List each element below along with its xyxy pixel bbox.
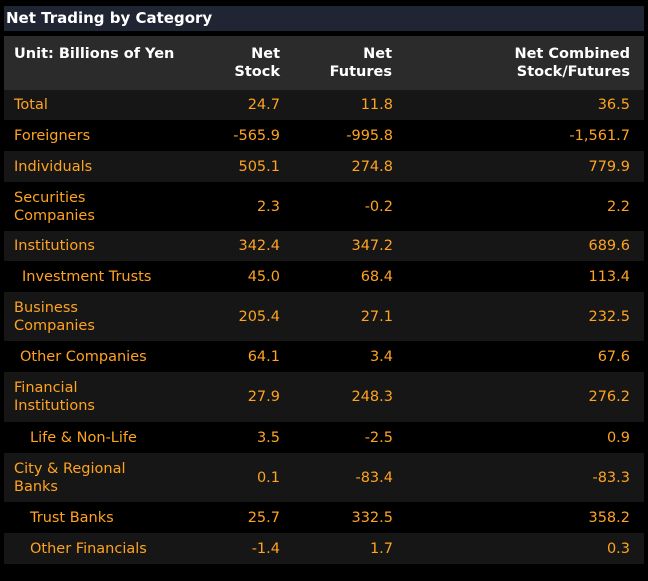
net-stock-value: 64.1	[200, 341, 284, 372]
table-row: Life & Non-Life 3.5 -2.5 0.9	[4, 422, 644, 453]
net-futures-value: 332.5	[284, 502, 397, 533]
panel-title: Net Trading by Category	[6, 9, 213, 27]
table-row: Individuals 505.1 274.8 779.9	[4, 151, 644, 182]
net-futures-value: -995.8	[284, 120, 397, 151]
row-label: Life & Non-Life	[4, 422, 200, 453]
net-stock-value: -1.4	[200, 533, 284, 564]
net-combined-value: 0.3	[397, 533, 644, 564]
table-row: City & Regional Banks 0.1 -83.4 -83.3	[4, 453, 644, 502]
net-stock-value: 27.9	[200, 372, 284, 422]
table-row: Total 24.7 11.8 36.5	[4, 90, 644, 120]
table-row: Financial Institutions 27.9 248.3 276.2	[4, 372, 644, 422]
net-combined-value: 779.9	[397, 151, 644, 182]
net-stock-value: -565.9	[200, 120, 284, 151]
net-futures-value: -83.4	[284, 453, 397, 502]
net-combined-value: 2.2	[397, 182, 644, 231]
header-net-stock: Net Stock	[234, 46, 280, 80]
net-combined-value: 358.2	[397, 502, 644, 533]
row-label: City & Regional Banks	[4, 453, 200, 502]
row-label: Total	[4, 90, 200, 120]
net-combined-value: 67.6	[397, 341, 644, 372]
net-stock-value: 45.0	[200, 261, 284, 292]
table-row: Institutions 342.4 347.2 689.6	[4, 231, 644, 261]
panel-title-bar: Net Trading by Category	[4, 6, 644, 31]
net-stock-value: 24.7	[200, 90, 284, 120]
net-combined-value: 113.4	[397, 261, 644, 292]
table-row: Other Financials -1.4 1.7 0.3	[4, 533, 644, 564]
net-stock-value: 25.7	[200, 502, 284, 533]
row-label: Other Companies	[4, 341, 200, 372]
row-label: Institutions	[4, 231, 200, 261]
net-stock-value: 3.5	[200, 422, 284, 453]
row-label: Individuals	[4, 151, 200, 182]
net-combined-value: 36.5	[397, 90, 644, 120]
net-stock-value: 342.4	[200, 231, 284, 261]
table-row: Securities Companies 2.3 -0.2 2.2	[4, 182, 644, 231]
row-label: Financial Institutions	[4, 372, 200, 422]
net-combined-value: 0.9	[397, 422, 644, 453]
header-unit-label: Unit: Billions of Yen	[14, 46, 175, 62]
net-futures-value: 1.7	[284, 533, 397, 564]
net-trading-table: Total 24.7 11.8 36.5 Foreigners -565.9 -…	[4, 90, 644, 564]
header-net-combined: Net Combined Stock/Futures	[514, 46, 630, 80]
net-combined-value: -83.3	[397, 453, 644, 502]
net-futures-value: -0.2	[284, 182, 397, 231]
table-row: Trust Banks 25.7 332.5 358.2	[4, 502, 644, 533]
net-futures-value: 68.4	[284, 261, 397, 292]
table-row: Investment Trusts 45.0 68.4 113.4	[4, 261, 644, 292]
net-futures-value: 27.1	[284, 292, 397, 341]
net-futures-value: 3.4	[284, 341, 397, 372]
header-net-futures: Net Futures	[329, 46, 392, 80]
net-stock-value: 505.1	[200, 151, 284, 182]
row-label: Foreigners	[4, 120, 200, 151]
row-label: Investment Trusts	[4, 261, 200, 292]
row-label: Other Financials	[4, 533, 200, 564]
net-combined-value: 689.6	[397, 231, 644, 261]
row-label: Securities Companies	[4, 182, 200, 231]
net-stock-value: 2.3	[200, 182, 284, 231]
row-label: Trust Banks	[4, 502, 200, 533]
net-futures-value: 347.2	[284, 231, 397, 261]
table-row: Other Companies 64.1 3.4 67.6	[4, 341, 644, 372]
net-combined-value: -1,561.7	[397, 120, 644, 151]
net-futures-value: -2.5	[284, 422, 397, 453]
net-futures-value: 248.3	[284, 372, 397, 422]
row-label: Business Companies	[4, 292, 200, 341]
table-row: Business Companies 205.4 27.1 232.5	[4, 292, 644, 341]
net-futures-value: 11.8	[284, 90, 397, 120]
net-combined-value: 276.2	[397, 372, 644, 422]
net-stock-value: 0.1	[200, 453, 284, 502]
net-combined-value: 232.5	[397, 292, 644, 341]
net-futures-value: 274.8	[284, 151, 397, 182]
table-row: Foreigners -565.9 -995.8 -1,561.7	[4, 120, 644, 151]
table-header: Unit: Billions of Yen Net Stock Net Futu…	[4, 36, 644, 90]
net-stock-value: 205.4	[200, 292, 284, 341]
